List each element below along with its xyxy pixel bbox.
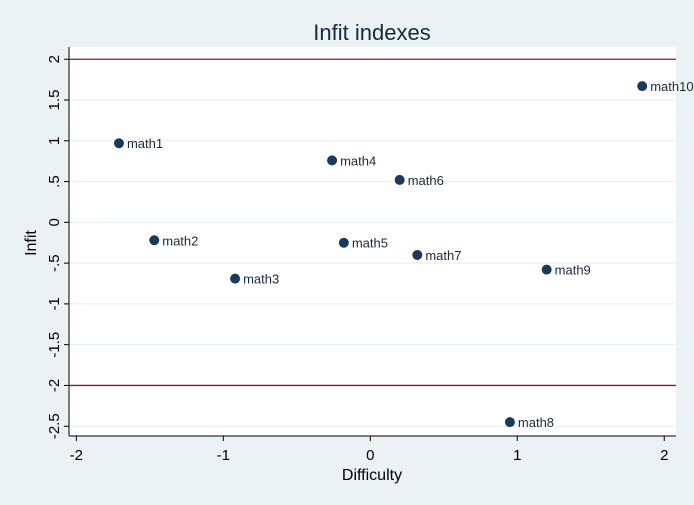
data-point-marker	[338, 237, 349, 248]
data-point-marker	[412, 249, 423, 260]
data-point-marker	[149, 235, 160, 246]
reference-lines	[69, 58, 676, 387]
y-tick-label: 1	[46, 137, 63, 145]
data-point-label: math6	[408, 173, 444, 188]
data-points: math1 math2 math3 math4 math5 math6 math7 math8…	[113, 79, 694, 430]
data-point-label: math2	[162, 233, 198, 248]
x-tick-label: -2	[70, 447, 83, 464]
x-tick-label: 2	[660, 447, 668, 464]
y-tick-label: -1	[46, 297, 63, 310]
y-tick-label: -2.5	[46, 413, 63, 439]
data-point-marker	[394, 174, 405, 185]
plot-area	[69, 47, 676, 436]
x-tick-label: 1	[513, 447, 521, 464]
data-point-label: math10	[650, 79, 693, 94]
data-point-marker	[113, 138, 124, 149]
data-point-label: math7	[425, 248, 461, 263]
x-tick-label: 0	[366, 447, 374, 464]
y-tick-label: -2	[46, 379, 63, 392]
data-point-label: math1	[127, 136, 163, 151]
y-tick-label: -1.5	[46, 332, 63, 358]
data-point-marker	[637, 81, 648, 92]
axes: 21.51.50-.5-1-1.5-2-2.5-2 -1 0 1 2	[46, 47, 676, 464]
data-point-marker	[541, 264, 552, 275]
y-tick-label: 1.5	[46, 90, 63, 111]
data-point-marker	[230, 273, 241, 284]
y-tick-label: 0	[46, 218, 63, 226]
data-point-label: math4	[340, 153, 376, 168]
data-point-label: math8	[518, 415, 554, 430]
gridlines	[69, 58, 676, 427]
x-axis-label: Difficulty	[342, 467, 402, 484]
data-point-marker	[327, 155, 338, 166]
data-point-marker	[504, 417, 515, 428]
data-point-label: math3	[243, 272, 279, 287]
x-tick-label: -1	[217, 447, 230, 464]
y-tick-label: 2	[46, 55, 63, 63]
chart-title: Infit indexes	[313, 20, 430, 45]
y-tick-label: .5	[46, 175, 63, 188]
data-point-label: math9	[555, 263, 591, 278]
y-tick-label: -.5	[46, 254, 63, 272]
y-axis-label: Infit	[23, 230, 40, 256]
data-point-label: math5	[352, 236, 388, 251]
